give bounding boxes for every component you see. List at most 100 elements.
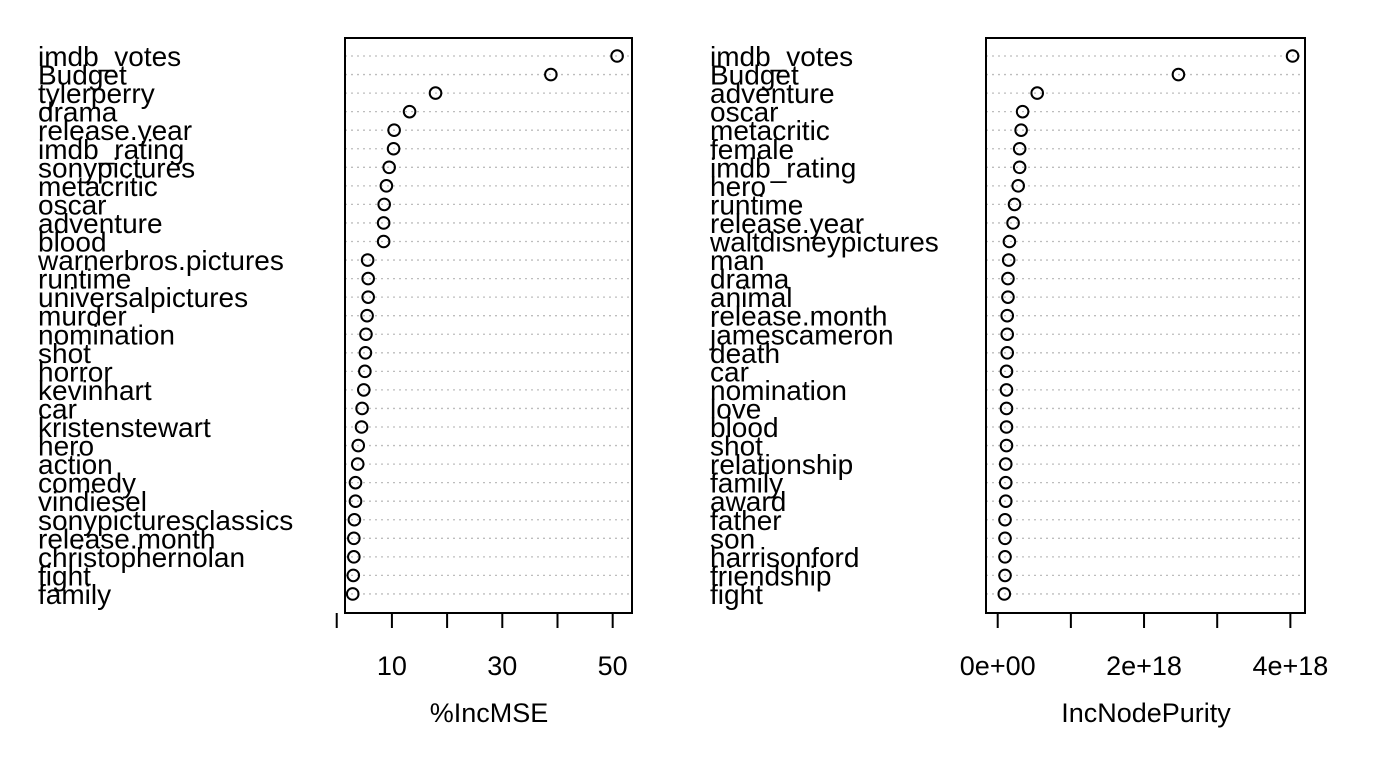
panel2-data-point — [1000, 346, 1015, 360]
panel2-data-point — [1001, 290, 1015, 304]
panel1-category-label: action — [38, 449, 113, 480]
panel1-x-tick-label: 50 — [598, 651, 628, 681]
panel2-category-label: Budget — [710, 60, 799, 91]
panel1-data-point — [387, 123, 401, 137]
panel2-data-point — [1002, 234, 1017, 249]
panel2-category-label: imdb_votes — [710, 41, 853, 72]
panel1-category-label: blood — [38, 227, 107, 258]
panel2-category-label: waltdisneypictures — [709, 227, 939, 258]
panel1-category-label: comedy — [38, 468, 136, 499]
panel1-category-label: hero — [38, 431, 94, 462]
panel2-category-label: imdb_rating — [710, 152, 856, 183]
panel1-category-label: sonypictures — [38, 152, 195, 183]
panel2-data-point — [1007, 197, 1022, 212]
panel2-data-point — [1001, 271, 1015, 286]
panel2-data-point — [1001, 253, 1016, 267]
panel2-category-label: female — [710, 134, 794, 165]
panel2-data-point — [998, 550, 1012, 564]
panel1-data-point — [358, 346, 373, 360]
panel1-data-point — [544, 67, 558, 82]
panel2-category-label: blood — [710, 412, 779, 443]
incnodepurity-panel: imdb_votesBudgetadventureoscarmetacritic… — [709, 37, 1328, 728]
panel2-x-tick-label: 2e+18 — [1106, 651, 1182, 681]
panel1-category-label: kristenstewart — [38, 412, 211, 443]
panel1-data-point — [382, 160, 396, 175]
panel1-category-label: universalpictures — [38, 282, 248, 313]
panel1-data-point — [379, 179, 394, 193]
panel2-plot-box — [985, 37, 1306, 614]
panel1-category-label: car — [38, 393, 77, 424]
panel2-data-point — [1000, 308, 1015, 323]
panel1-data-point — [351, 438, 366, 453]
panel1-category-label: imdb_rating — [38, 134, 184, 165]
panel2-data-point — [1030, 86, 1045, 100]
panel1-data-point — [346, 568, 361, 583]
panel2-category-label: son — [710, 523, 755, 554]
panel1-data-point — [347, 512, 362, 527]
panel2-category-label: harrisonford — [710, 542, 859, 573]
panel1-category-label: horror — [38, 356, 113, 387]
panel2-data-point — [998, 494, 1013, 509]
panel1-data-point — [402, 104, 417, 119]
panel1-data-point — [361, 290, 375, 304]
panel2-category-label: release.month — [710, 301, 887, 332]
panel2-x-tick-label: 0e+00 — [960, 651, 1036, 681]
panel1-category-label: shot — [38, 338, 91, 369]
panel1-category-label: family — [38, 579, 111, 610]
panel1-data-point — [347, 531, 361, 546]
panel2-category-label: jamescameron — [709, 319, 894, 350]
panel2-category-label: friendship — [710, 560, 831, 591]
panel2-category-label: relationship — [710, 449, 853, 480]
panel1-data-point — [358, 364, 372, 379]
panel1-category-label: kevinhart — [38, 375, 152, 406]
panel1-category-label: tylerperry — [38, 78, 155, 109]
panel2-data-point — [998, 531, 1012, 546]
panel2-data-point — [1012, 141, 1027, 156]
panel1-data-point — [360, 253, 375, 267]
panel1-data-point — [376, 234, 391, 249]
panel2-data-point — [1006, 216, 1020, 230]
panel2-x-axis-title: IncNodePurity — [1061, 698, 1231, 728]
panel1-category-label: adventure — [38, 208, 163, 239]
panel1-data-point — [376, 216, 391, 230]
panel1-category-label: oscar — [38, 189, 106, 220]
panel2-category-label: love — [710, 393, 761, 424]
panel1-data-point — [355, 401, 369, 416]
incmse-panel: imdb_votesBudgettylerperrydramarelease.y… — [37, 37, 633, 728]
panel1-category-label: release.year — [38, 115, 192, 146]
panel1-category-label: imdb_votes — [38, 41, 181, 72]
panel2-data-point — [999, 364, 1014, 379]
panel2-x-tick-label: 4e+18 — [1252, 651, 1328, 681]
panel2-data-point — [999, 401, 1014, 416]
panel2-category-label: award — [710, 486, 786, 517]
panel2-data-point — [999, 420, 1014, 434]
panel2-data-point — [1015, 104, 1030, 119]
panel2-category-label: drama — [710, 264, 790, 295]
panel2-category-label: metacritic — [710, 115, 830, 146]
panel2-data-point — [1011, 179, 1025, 193]
panel1-x-tick-label: 30 — [487, 651, 517, 681]
panel1-category-label: drama — [38, 97, 118, 128]
panel1-x-tick-label: 10 — [377, 651, 407, 681]
panel1-category-label: runtime — [38, 264, 131, 295]
panel1-plot-box — [344, 37, 633, 614]
panel2-data-point — [999, 383, 1014, 397]
panel1-category-label: murder — [38, 301, 127, 332]
panel1-data-point — [347, 550, 361, 564]
panel1-data-point — [386, 141, 401, 156]
panel1-category-label: release.month — [38, 523, 215, 554]
panel1-category-label: fight — [38, 560, 91, 591]
panel2-category-label: fight — [710, 579, 763, 610]
panel1-data-point — [361, 271, 375, 286]
panel2-data-point — [998, 457, 1013, 471]
panel1-category-label: christophernolan — [38, 542, 245, 573]
panel2-category-label: car — [710, 356, 749, 387]
panel2-data-point — [1012, 160, 1027, 175]
panel1-data-point — [345, 587, 360, 601]
panel2-category-label: adventure — [710, 78, 835, 109]
panel2-category-label: oscar — [710, 97, 778, 128]
panel1-category-label: vindiesel — [38, 486, 147, 517]
panel2-category-label: father — [710, 505, 782, 536]
panel2-data-point — [1171, 67, 1186, 82]
panel1-category-label: sonypicturesclassics — [38, 505, 293, 536]
